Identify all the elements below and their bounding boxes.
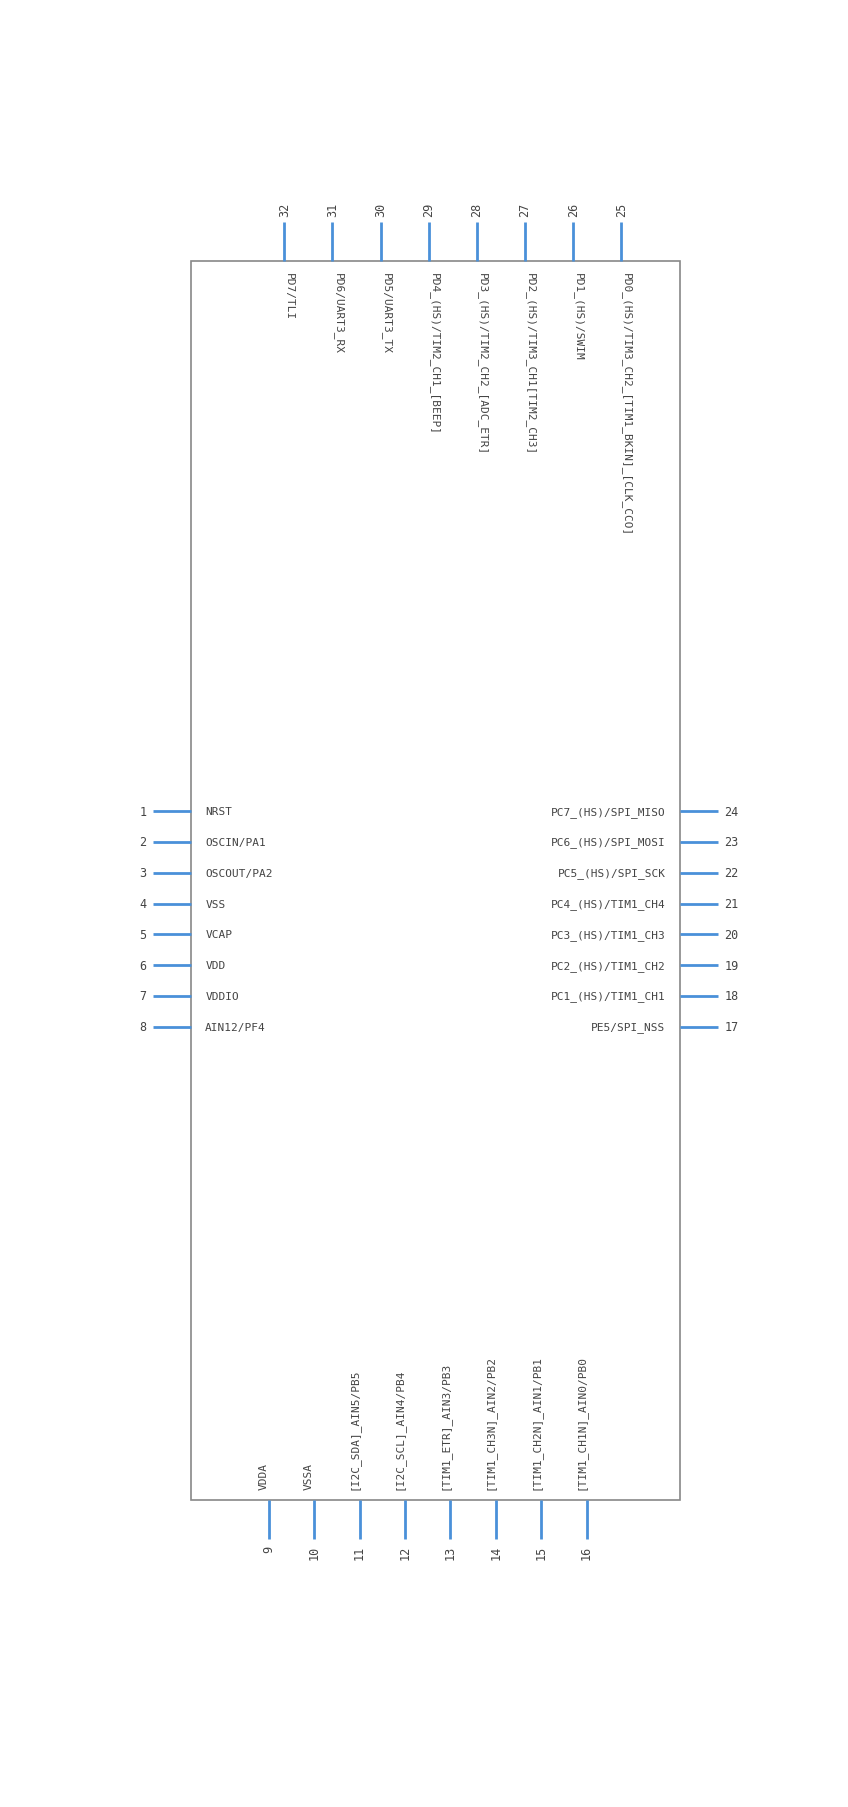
Text: 31: 31	[326, 202, 339, 217]
Text: 32: 32	[278, 202, 291, 217]
Text: VSS: VSS	[205, 900, 226, 909]
Text: 19: 19	[724, 960, 739, 972]
Text: PD4_(HS)/TIM2_CH1_[BEEP]: PD4_(HS)/TIM2_CH1_[BEEP]	[429, 273, 439, 435]
Text: [TIM1_ETR]_AIN3/PB3: [TIM1_ETR]_AIN3/PB3	[439, 1361, 450, 1489]
Text: [TIM1_CH1N]_AIN0/PB0: [TIM1_CH1N]_AIN0/PB0	[576, 1353, 587, 1489]
Text: 15: 15	[534, 1545, 548, 1559]
Text: 21: 21	[724, 898, 739, 911]
Text: 3: 3	[139, 867, 147, 880]
Text: PC6_(HS)/SPI_MOSI: PC6_(HS)/SPI_MOSI	[551, 837, 666, 847]
Text: 18: 18	[724, 990, 739, 1003]
Text: PD2_(HS)/TIM3_CH1[TIM2_CH3]: PD2_(HS)/TIM3_CH1[TIM2_CH3]	[525, 273, 536, 455]
Text: 2: 2	[139, 837, 147, 849]
Text: 6: 6	[139, 960, 147, 972]
Text: PD1_(HS)/SWIM: PD1_(HS)/SWIM	[573, 273, 584, 361]
Text: [TIM1_CH3N]_AIN2/PB2: [TIM1_CH3N]_AIN2/PB2	[485, 1353, 496, 1489]
Text: NRST: NRST	[205, 806, 232, 817]
Text: PC7_(HS)/SPI_MISO: PC7_(HS)/SPI_MISO	[551, 806, 666, 817]
Text: 8: 8	[139, 1021, 147, 1034]
Text: AIN12/PF4: AIN12/PF4	[205, 1023, 266, 1032]
Text: PD0_(HS)/TIM3_CH2_[TIM1_BKIN]_[CLK_CCO]: PD0_(HS)/TIM3_CH2_[TIM1_BKIN]_[CLK_CCO]	[622, 273, 633, 537]
Text: VCAP: VCAP	[205, 931, 232, 940]
Text: 4: 4	[139, 898, 147, 911]
Text: OSCIN/PA1: OSCIN/PA1	[205, 837, 266, 847]
Text: 22: 22	[724, 867, 739, 880]
Text: 10: 10	[308, 1545, 321, 1559]
Text: VDDIO: VDDIO	[205, 992, 239, 1001]
Text: PD3_(HS)/TIM2_CH2_[ADC_ETR]: PD3_(HS)/TIM2_CH2_[ADC_ETR]	[477, 273, 488, 455]
Text: [I2C_SDA]_AIN5/PB5: [I2C_SDA]_AIN5/PB5	[349, 1368, 360, 1489]
Text: 5: 5	[139, 929, 147, 941]
Text: PC5_(HS)/SPI_SCK: PC5_(HS)/SPI_SCK	[557, 867, 666, 878]
Text: OSCOUT/PA2: OSCOUT/PA2	[205, 869, 273, 878]
Text: PC3_(HS)/TIM1_CH3: PC3_(HS)/TIM1_CH3	[551, 929, 666, 940]
Text: PD7/TLI: PD7/TLI	[284, 273, 294, 320]
Text: 12: 12	[399, 1545, 411, 1559]
Text: 23: 23	[724, 837, 739, 849]
Text: 14: 14	[489, 1545, 502, 1559]
Text: VDDA: VDDA	[259, 1462, 269, 1489]
Bar	[192, 262, 679, 1500]
Text: 30: 30	[374, 202, 387, 217]
Text: PC2_(HS)/TIM1_CH2: PC2_(HS)/TIM1_CH2	[551, 960, 666, 970]
Text: 9: 9	[262, 1545, 276, 1552]
Text: PD6/UART3_RX: PD6/UART3_RX	[332, 273, 343, 354]
Text: 16: 16	[580, 1545, 593, 1559]
Text: [I2C_SCL]_AIN4/PB4: [I2C_SCL]_AIN4/PB4	[394, 1368, 405, 1489]
Text: 13: 13	[444, 1545, 457, 1559]
Text: PC1_(HS)/TIM1_CH1: PC1_(HS)/TIM1_CH1	[551, 990, 666, 1001]
Text: PD5/UART3_TX: PD5/UART3_TX	[381, 273, 392, 354]
Text: VSSA: VSSA	[304, 1462, 314, 1489]
Text: VDD: VDD	[205, 961, 226, 970]
Text: PE5/SPI_NSS: PE5/SPI_NSS	[591, 1021, 666, 1032]
Text: 20: 20	[724, 929, 739, 941]
Text: 28: 28	[471, 202, 483, 217]
Text: 25: 25	[615, 202, 628, 217]
Text: 11: 11	[353, 1545, 366, 1559]
Text: 7: 7	[139, 990, 147, 1003]
Text: 1: 1	[139, 806, 147, 819]
Text: 29: 29	[422, 202, 435, 217]
Text: 26: 26	[566, 202, 580, 217]
Text: 27: 27	[519, 202, 532, 217]
Text: 24: 24	[724, 806, 739, 819]
Text: PC4_(HS)/TIM1_CH4: PC4_(HS)/TIM1_CH4	[551, 898, 666, 909]
Text: 17: 17	[724, 1021, 739, 1034]
Text: [TIM1_CH2N]_AIN1/PB1: [TIM1_CH2N]_AIN1/PB1	[530, 1353, 541, 1489]
